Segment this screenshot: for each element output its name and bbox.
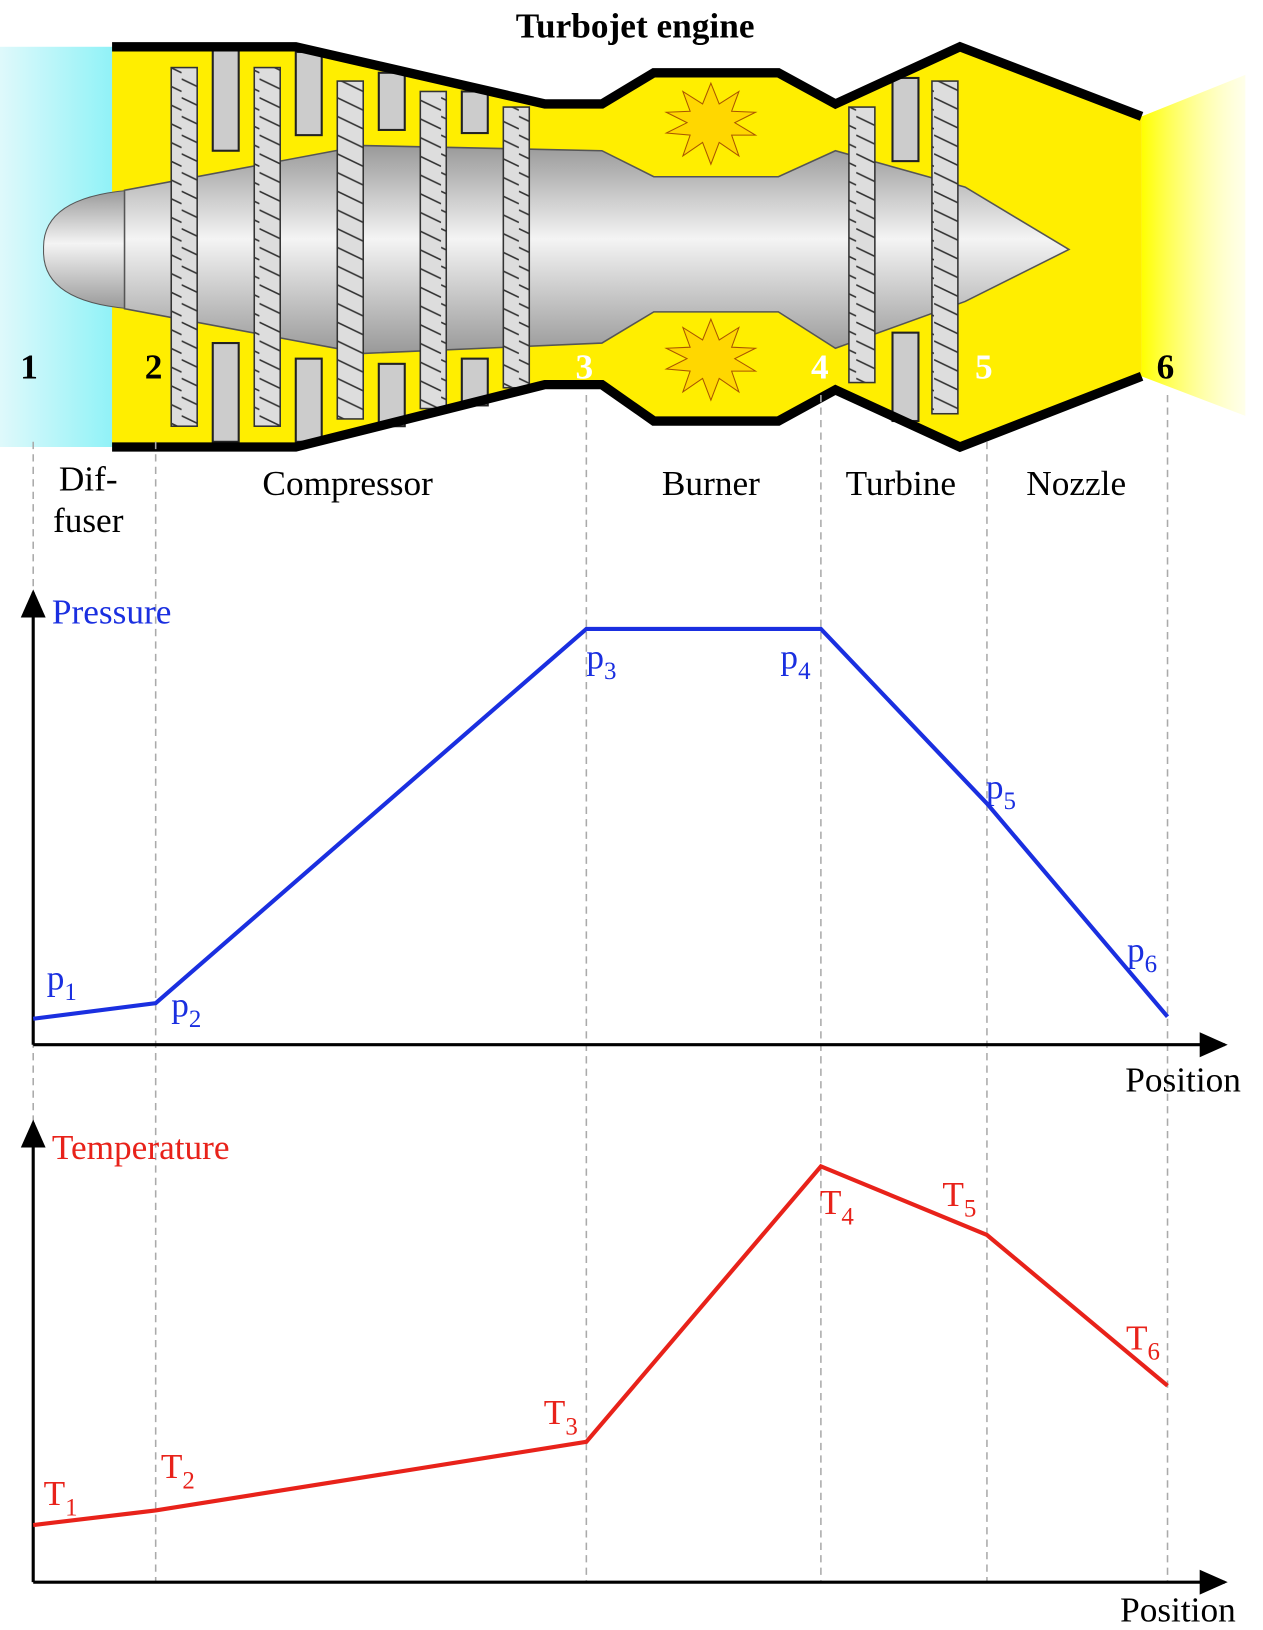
label-subscript: 6 <box>1145 951 1157 978</box>
section-label: Nozzle <box>1026 464 1126 503</box>
label-subscript: 5 <box>964 1195 976 1222</box>
label-subscript: 3 <box>604 658 616 685</box>
label-subscript: 5 <box>1004 788 1016 815</box>
station-guides <box>32 395 1169 1583</box>
label-subscript: 2 <box>182 1468 194 1495</box>
section-label: Turbine <box>846 464 956 503</box>
section-label: fuser <box>53 501 124 540</box>
label-base: T <box>161 1447 183 1486</box>
label-base: T <box>1126 1318 1148 1357</box>
station: 6 <box>1157 347 1175 386</box>
point-label: T4 <box>820 1183 855 1230</box>
engine <box>0 41 1246 453</box>
chart-title: Temperature <box>52 1128 230 1167</box>
label-subscript: 4 <box>798 658 811 685</box>
label-base: T <box>44 1474 66 1513</box>
station: 1 <box>20 347 38 386</box>
axis-label: Position <box>1125 1060 1241 1099</box>
point-label: T2 <box>161 1447 195 1494</box>
label-base: p <box>47 959 65 998</box>
label-subscript: 1 <box>65 1495 77 1522</box>
label-base: T <box>544 1393 566 1432</box>
point-label: p1 <box>47 959 77 1006</box>
point-label: T5 <box>942 1175 976 1222</box>
label-base: p <box>986 767 1004 806</box>
section-label: Burner <box>662 464 760 503</box>
label-subscript: 1 <box>64 979 76 1006</box>
point-label: T3 <box>544 1393 578 1440</box>
station: 3 <box>575 347 593 386</box>
label-base: p <box>780 637 798 676</box>
station: 2 <box>145 347 163 386</box>
axis-label: Position <box>1120 1591 1236 1630</box>
title: Turbojet engine <box>516 6 755 45</box>
label-base: p <box>171 986 189 1025</box>
point-label: p6 <box>1127 931 1157 978</box>
label-subscript: 2 <box>189 1006 201 1033</box>
chart-title: Pressure <box>52 593 171 632</box>
point-label: p5 <box>986 767 1016 814</box>
point-label: p4 <box>780 637 811 684</box>
label-base: T <box>942 1175 964 1214</box>
label-base: p <box>586 637 604 676</box>
point-label: T1 <box>44 1474 78 1521</box>
station: 4 <box>811 347 829 386</box>
section-label: Compressor <box>262 464 433 503</box>
label-subscript: 3 <box>565 1414 577 1441</box>
point-label: p2 <box>171 986 201 1033</box>
section-label: Dif- <box>59 460 118 499</box>
sections: Dif- fuser Compressor Burner Turbine Noz… <box>53 460 1126 541</box>
label-base: T <box>820 1183 842 1222</box>
label-base: p <box>1127 931 1145 970</box>
label-subscript: 6 <box>1148 1339 1160 1366</box>
temperature-chart: Temperature Position <box>20 1119 1236 1630</box>
point-label: T6 <box>1126 1318 1160 1365</box>
stations: 1 2 3 4 5 6 <box>20 347 1174 386</box>
point-label: p3 <box>586 637 616 684</box>
pressure-chart: Pressure Position <box>20 589 1241 1100</box>
station: 5 <box>975 347 993 386</box>
label-subscript: 4 <box>841 1204 854 1231</box>
